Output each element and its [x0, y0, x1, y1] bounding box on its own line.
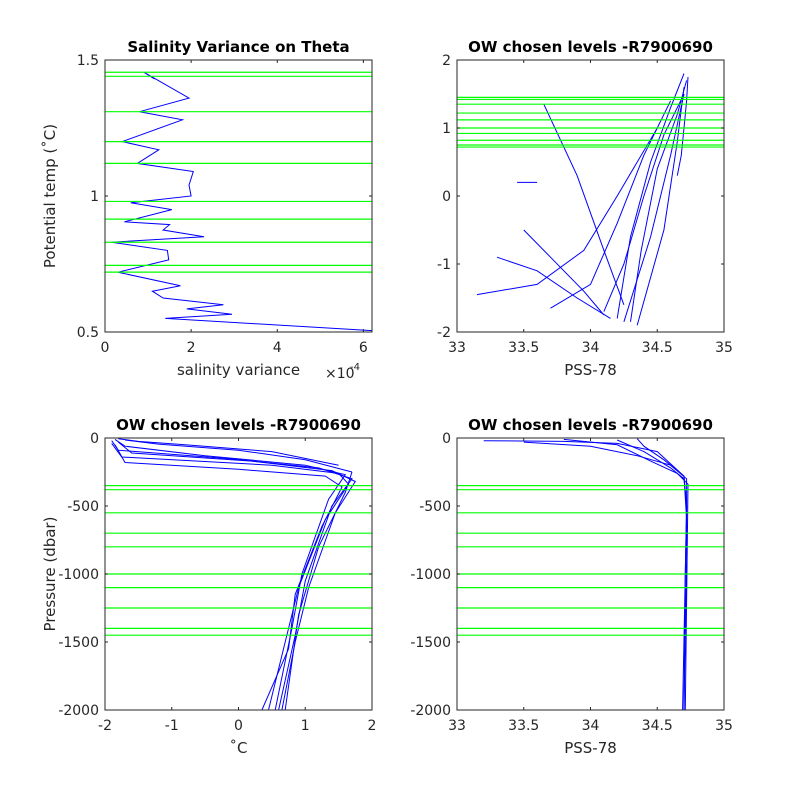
- series-line-7: [523, 229, 605, 316]
- subplot-4: 33 33.5 34 34.5 35 -2000 -1500 -1000 -500 0 OW cho…: [410, 416, 733, 757]
- x-axis-label: ˚C: [230, 739, 248, 757]
- y-axis-label: Potential temp (˚C): [41, 124, 59, 268]
- series-line-3: [117, 441, 357, 710]
- x-exponent-label: ×10: [325, 366, 355, 382]
- x-tick-label: 33: [448, 718, 466, 734]
- x-tick-label: 0: [101, 340, 110, 356]
- x-axis-label: PSS-78: [564, 361, 617, 379]
- series-line-4: [617, 439, 688, 710]
- y-tick-label: 0: [442, 189, 451, 205]
- chart-title: OW chosen levels -R7900690: [468, 38, 713, 56]
- series-line-11: [623, 93, 685, 322]
- y-tick-label: -500: [67, 499, 99, 515]
- x-tick-label: 2: [187, 340, 196, 356]
- series-line-1: [114, 438, 347, 710]
- y-tick-label: 1: [442, 121, 451, 137]
- y-tick-label: -2000: [410, 703, 451, 719]
- x-tick-label: 0: [234, 718, 243, 734]
- x-tick-label: 33.5: [508, 340, 539, 356]
- y-tick-label: 1: [90, 189, 99, 205]
- y-tick-label: -1: [437, 257, 451, 273]
- series-line-5: [476, 127, 658, 296]
- y-tick-label: -1000: [410, 567, 451, 583]
- x-tick-label: 4: [273, 340, 282, 356]
- y-tick-label: -2: [437, 325, 451, 341]
- series-line-1: [616, 73, 685, 319]
- x-axis-label: salinity variance: [177, 361, 300, 379]
- x-axis-label: PSS-78: [564, 739, 617, 757]
- series-line-3: [563, 438, 689, 710]
- x-tick-label: 33: [448, 340, 466, 356]
- x-tick-label: 35: [715, 340, 733, 356]
- x-exponent-value: -4: [350, 362, 360, 373]
- y-tick-label: -1500: [410, 635, 451, 651]
- y-tick-label: -1000: [58, 567, 99, 583]
- x-tick-label: 6: [359, 340, 368, 356]
- subplot-2: 33 33.5 34 34.5 35 -2 -1 0 1 2 OW chosen levels -R…: [437, 38, 733, 379]
- subplot-1: 0 2 4 6 0.5 1 1.5 Salinity Variance on Theta sal…: [41, 38, 373, 382]
- series-line-4: [111, 443, 350, 710]
- series-line-2: [630, 80, 688, 322]
- x-tick-label: 34.5: [642, 718, 673, 734]
- series-line-8: [496, 256, 611, 319]
- y-tick-label: -500: [419, 499, 451, 515]
- y-tick-label: -2000: [58, 703, 99, 719]
- x-tick-label: -2: [98, 718, 112, 734]
- y-tick-label: 2: [442, 53, 451, 69]
- plot-marks: [457, 73, 724, 326]
- chart-title: OW chosen levels -R7900690: [468, 416, 713, 434]
- x-tick-label: -1: [165, 718, 179, 734]
- series-line-5: [114, 444, 343, 710]
- series-line-7: [124, 439, 353, 473]
- chart-title: OW chosen levels -R7900690: [116, 416, 361, 434]
- x-tick-label: 2: [368, 718, 377, 734]
- x-tick-label: 34: [582, 340, 600, 356]
- y-tick-label: -1500: [58, 635, 99, 651]
- y-axis-label: Pressure (dbar): [41, 517, 59, 632]
- y-tick-label: 0.5: [77, 325, 99, 341]
- x-tick-label: 34.5: [642, 340, 673, 356]
- plot-area: [105, 60, 372, 332]
- subplot-3: -2 -1 0 1 2 -2000 -1500 -1000 -500 0 OW chosen lev…: [41, 416, 376, 757]
- chart-title: Salinity Variance on Theta: [127, 38, 349, 56]
- y-tick-label: 0: [90, 431, 99, 447]
- series-line-1: [111, 71, 372, 332]
- x-tick-label: 35: [715, 718, 733, 734]
- series-line-3: [603, 93, 685, 312]
- plot-marks: [105, 71, 372, 332]
- plot-marks: [457, 438, 724, 710]
- plot-marks: [105, 438, 372, 710]
- y-tick-label: 0: [442, 431, 451, 447]
- series-line-5: [636, 438, 688, 520]
- series-line-4: [550, 100, 672, 309]
- x-tick-label: 34: [582, 718, 600, 734]
- x-tick-label: 1: [301, 718, 310, 734]
- x-tick-label: 33.5: [508, 718, 539, 734]
- series-line-10: [636, 87, 685, 326]
- y-tick-label: 1.5: [77, 53, 99, 69]
